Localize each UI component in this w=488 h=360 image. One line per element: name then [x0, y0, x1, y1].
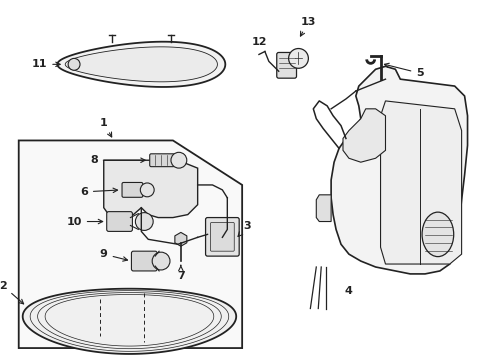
- Text: 13: 13: [300, 17, 315, 36]
- Circle shape: [152, 252, 170, 270]
- Circle shape: [140, 183, 154, 197]
- Text: 4: 4: [344, 286, 352, 296]
- Text: 11: 11: [32, 59, 60, 69]
- Text: 1: 1: [100, 118, 111, 137]
- Text: 12: 12: [251, 37, 266, 46]
- Circle shape: [68, 58, 80, 70]
- FancyBboxPatch shape: [210, 222, 234, 251]
- FancyBboxPatch shape: [131, 251, 157, 271]
- Text: 2: 2: [0, 281, 23, 304]
- Polygon shape: [380, 101, 461, 264]
- FancyBboxPatch shape: [149, 154, 174, 167]
- Polygon shape: [57, 42, 225, 87]
- Polygon shape: [316, 195, 330, 221]
- FancyBboxPatch shape: [205, 217, 239, 256]
- Text: 10: 10: [66, 216, 102, 226]
- Text: 7: 7: [177, 265, 184, 281]
- Text: 3: 3: [238, 221, 250, 237]
- Polygon shape: [342, 109, 385, 162]
- Text: 6: 6: [80, 187, 117, 197]
- Polygon shape: [330, 66, 467, 274]
- FancyBboxPatch shape: [122, 183, 142, 197]
- Polygon shape: [19, 140, 242, 348]
- Circle shape: [135, 213, 153, 230]
- FancyBboxPatch shape: [276, 53, 296, 78]
- Polygon shape: [22, 289, 236, 354]
- Text: 5: 5: [384, 63, 423, 78]
- Text: 9: 9: [100, 249, 127, 261]
- FancyBboxPatch shape: [106, 212, 132, 231]
- Polygon shape: [103, 160, 197, 217]
- Polygon shape: [65, 47, 217, 82]
- Circle shape: [171, 152, 186, 168]
- Text: 8: 8: [90, 155, 145, 165]
- Ellipse shape: [421, 212, 453, 257]
- Circle shape: [288, 49, 308, 68]
